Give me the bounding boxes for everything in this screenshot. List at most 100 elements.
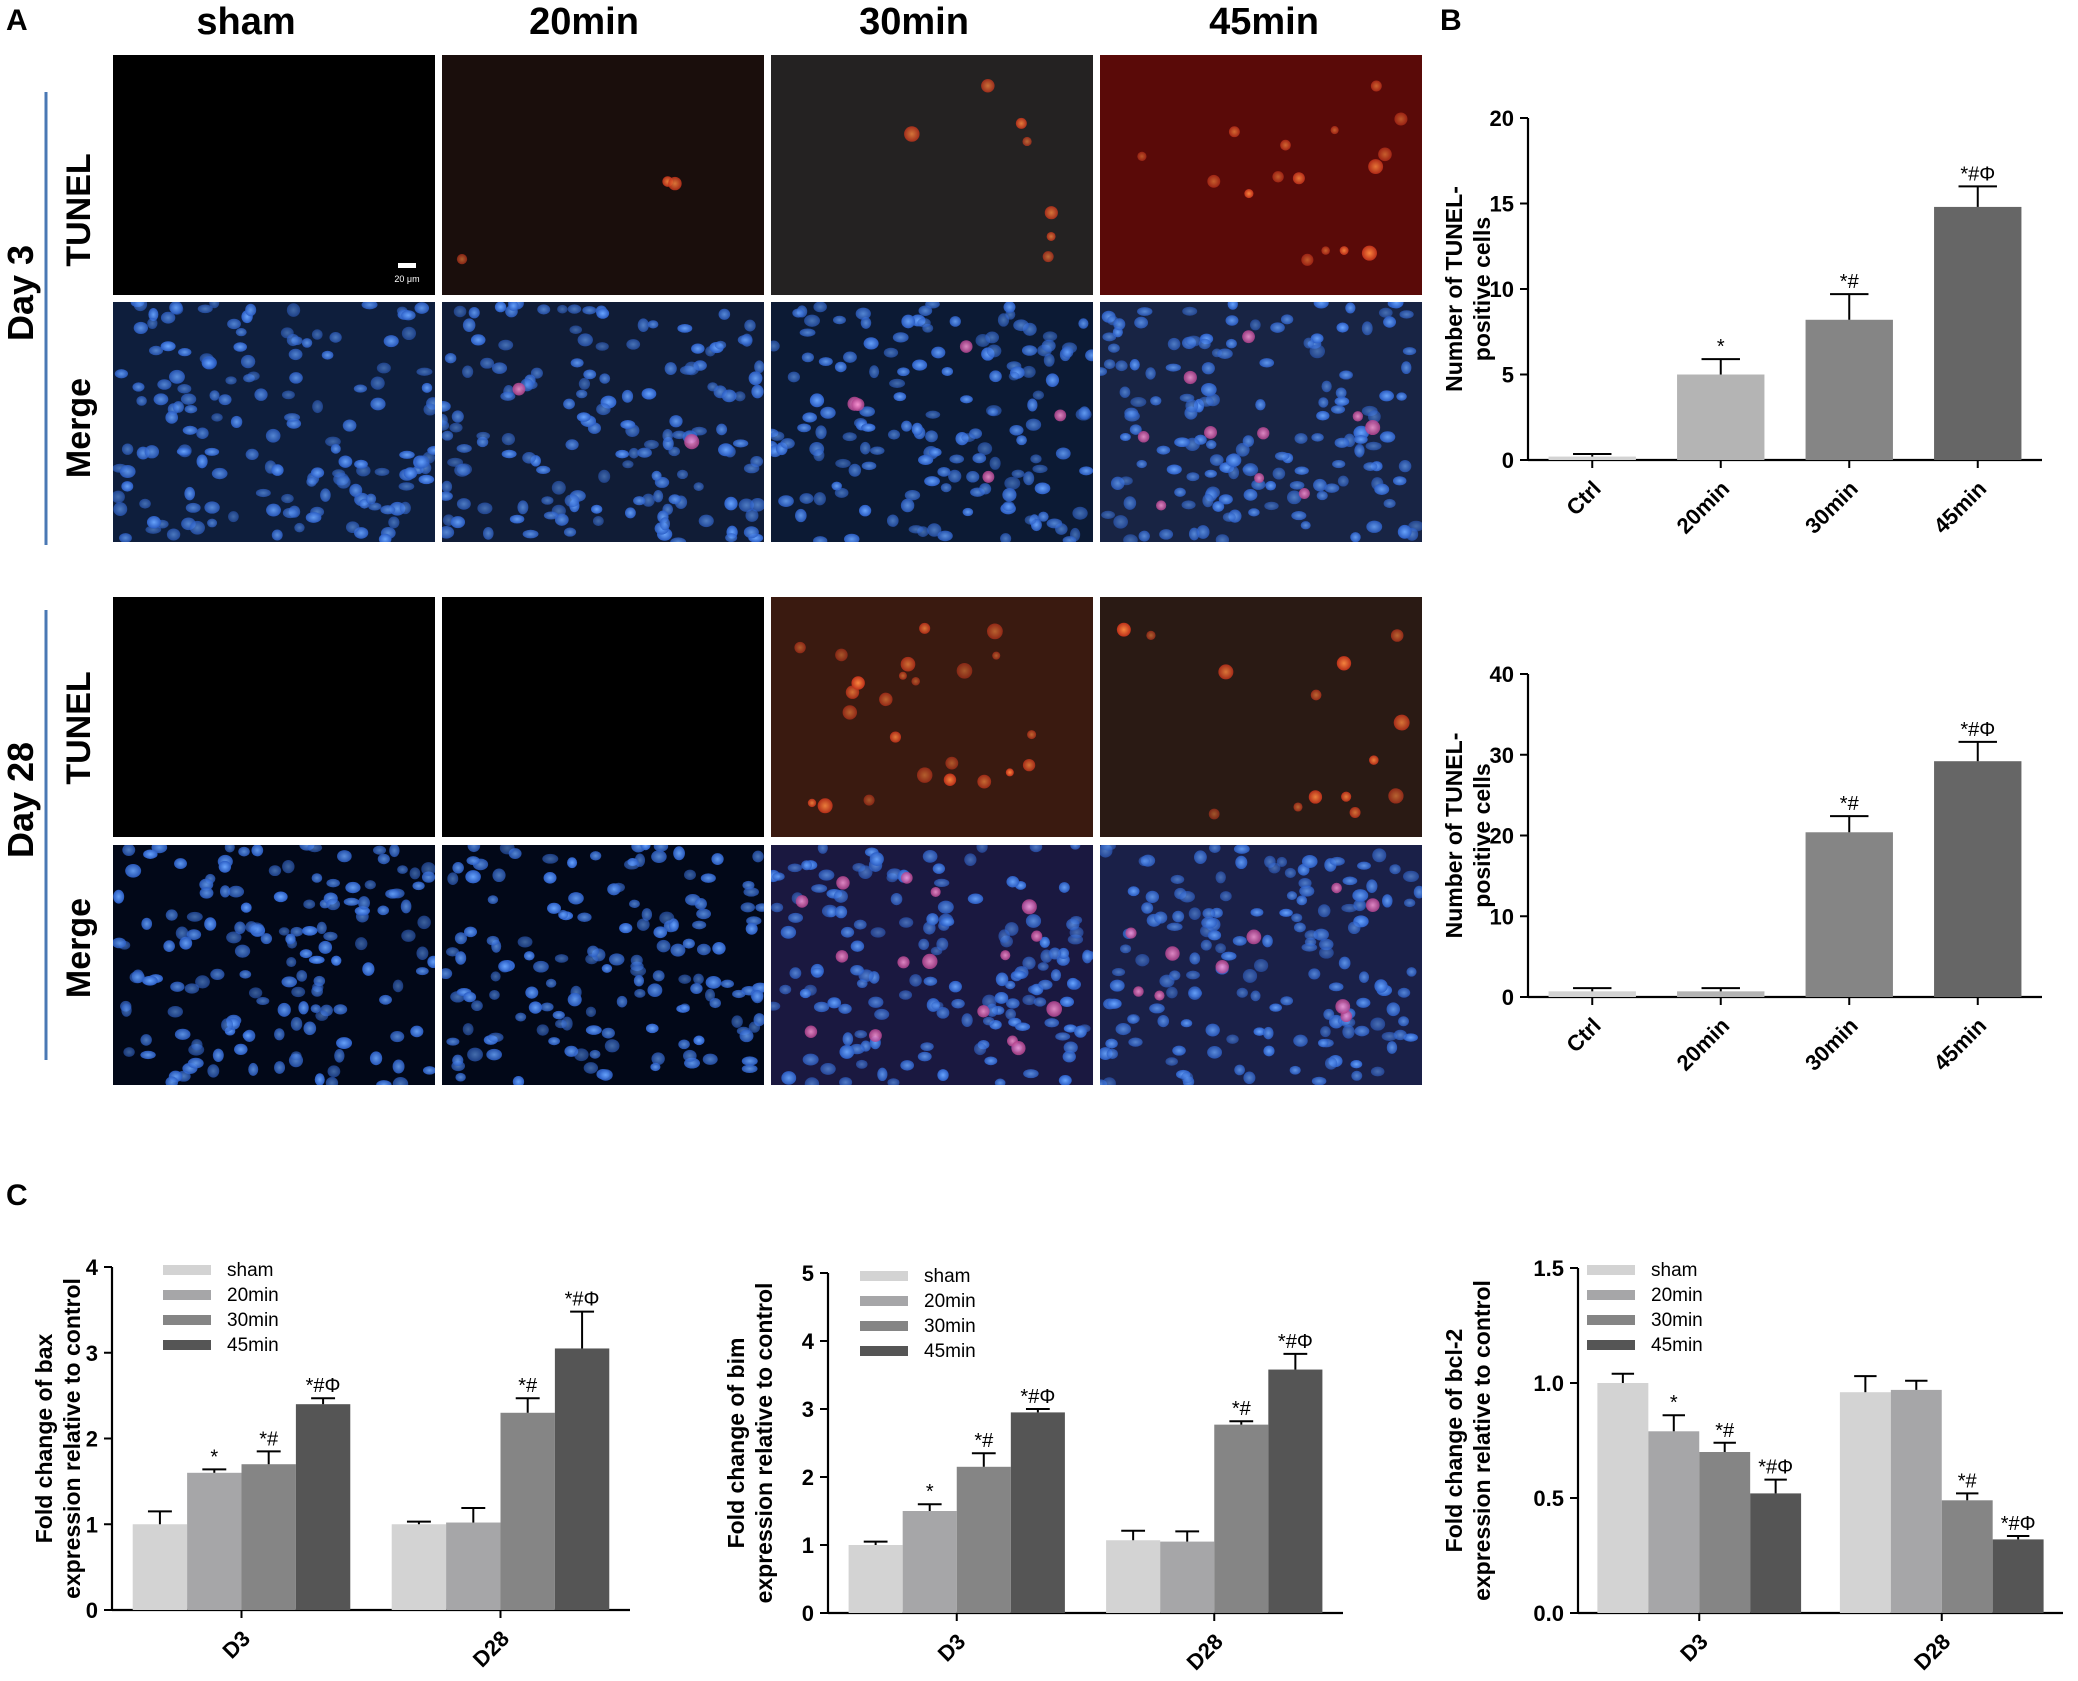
- bar: [1548, 991, 1636, 997]
- significance-label: *#Φ: [2001, 1513, 2036, 1535]
- legend-swatch: [860, 1296, 908, 1306]
- significance-label: *#: [259, 1428, 279, 1450]
- x-tick-label: D28: [1182, 1629, 1228, 1675]
- legend-swatch: [163, 1315, 211, 1325]
- significance-label: *#Φ: [565, 1289, 600, 1311]
- micrograph-merge-day28-45min: [1100, 845, 1422, 1085]
- legend-swatch: [1587, 1265, 1635, 1275]
- legend-swatch: [1587, 1290, 1635, 1300]
- bar: [391, 1524, 447, 1610]
- y-axis-label: Number of TUNEL-: [1441, 186, 1467, 392]
- y-tick-label: 4: [802, 1329, 815, 1354]
- y-tick-label: 10: [1490, 277, 1514, 302]
- bar: [1941, 1500, 1993, 1613]
- y-tick-label: 1.0: [1533, 1371, 1564, 1396]
- y-axis-label: positive cells: [1469, 217, 1495, 361]
- row-label-tunel-day28: TUNEL: [60, 671, 98, 784]
- chart-bax: 0 1 2 3 4 Fold change of bax expression relati…: [31, 1255, 630, 1672]
- y-axis-label: expression relative to control: [1469, 1280, 1495, 1601]
- x-tick-label: D28: [468, 1626, 514, 1672]
- panel-letter-a: A: [6, 4, 28, 37]
- legend-swatch: [860, 1271, 908, 1281]
- significance-label: *#: [1958, 1470, 1978, 1492]
- chart-tunel-day3: 0 5 10 15 20 Number of TUNEL-positive cells Ct…: [1441, 106, 2042, 539]
- bar: [1805, 832, 1893, 997]
- micrograph-tunel-day28-30min: [771, 597, 1093, 837]
- scale-bar: 20 μm: [394, 263, 420, 284]
- y-tick-label: 1.5: [1533, 1256, 1564, 1281]
- bar: [1805, 319, 1893, 460]
- panel-letter-c: C: [6, 1179, 28, 1212]
- day3-label: Day 3: [0, 245, 41, 341]
- bar: [1992, 1539, 2044, 1613]
- y-tick-label: 4: [86, 1255, 99, 1280]
- legend-label: sham: [227, 1260, 273, 1281]
- legend: sham 20min 30min 45min: [860, 1266, 976, 1362]
- bar: [132, 1524, 188, 1610]
- significance-label: *#Φ: [306, 1375, 341, 1397]
- significance-label: *: [1670, 1392, 1678, 1414]
- bar: [1750, 1493, 1802, 1613]
- micrograph-tunel-day28-45min: [1100, 597, 1422, 837]
- x-tick-label: Ctrl: [1561, 476, 1605, 520]
- legend-label: 30min: [1651, 1310, 1703, 1331]
- bar: [1648, 1431, 1700, 1613]
- panel-letter-b: B: [1440, 4, 1462, 37]
- bar: [1548, 456, 1636, 460]
- y-axis-label: Number of TUNEL-: [1441, 733, 1467, 939]
- y-axis-label: Fold change of bim: [723, 1338, 749, 1549]
- bar: [1699, 1452, 1751, 1613]
- bar: [1934, 206, 2022, 460]
- bar: [1677, 374, 1765, 460]
- legend-label: sham: [1651, 1260, 1697, 1281]
- bar: [295, 1404, 351, 1610]
- y-tick-label: 10: [1490, 904, 1514, 929]
- significance-label: *#Φ: [1960, 163, 1995, 185]
- micrograph-tunel-day3-sham: [113, 55, 435, 295]
- legend-swatch: [860, 1346, 908, 1356]
- chart-tunel-day28: 0 10 20 30 40 Number of TUNEL-positive cells C…: [1441, 662, 2042, 1076]
- significance-label: *: [1717, 336, 1725, 358]
- y-axis-label: expression relative to control: [751, 1283, 777, 1604]
- column-header-20min: 20min: [529, 1, 639, 43]
- micrograph-merge-day28-sham: [113, 845, 435, 1085]
- micrograph-tunel-day28-sham: [113, 597, 435, 837]
- significance-label: *#Φ: [1278, 1331, 1313, 1353]
- y-axis-label: positive cells: [1469, 763, 1495, 907]
- legend-label: 30min: [924, 1316, 976, 1337]
- bar: [1934, 761, 2022, 997]
- significance-label: *: [926, 1481, 934, 1503]
- y-tick-label: 2: [86, 1427, 98, 1452]
- column-header-30min: 30min: [859, 1, 969, 43]
- legend-label: 20min: [227, 1285, 279, 1306]
- legend-label: 45min: [924, 1341, 976, 1362]
- x-tick-label: 20min: [1672, 476, 1735, 539]
- legend: sham 20min 30min 45min: [1587, 1260, 1703, 1356]
- y-tick-label: 20: [1490, 824, 1514, 849]
- significance-label: *#: [1840, 271, 1860, 293]
- significance-label: *#Φ: [1020, 1386, 1055, 1408]
- y-tick-label: 20: [1490, 106, 1514, 131]
- legend-label: sham: [924, 1266, 970, 1287]
- significance-label: *#: [1840, 793, 1860, 815]
- bar: [187, 1472, 242, 1610]
- y-tick-label: 0: [1502, 985, 1514, 1010]
- micrograph-grid: [113, 55, 1422, 1085]
- x-tick-label: 30min: [1800, 476, 1863, 539]
- bar: [1160, 1541, 1215, 1613]
- x-tick-label: 45min: [1929, 1013, 1992, 1076]
- y-tick-label: 3: [802, 1397, 814, 1422]
- scale-bar-label: 20 μm: [394, 274, 419, 284]
- bar: [1677, 991, 1765, 997]
- significance-label: *#: [1232, 1398, 1252, 1420]
- chart-bim: 0 1 2 3 4 5 Fold change of bim expression relat…: [723, 1261, 1343, 1675]
- micrograph-merge-day3-45min: [1100, 302, 1422, 542]
- x-tick-label: D3: [217, 1626, 255, 1664]
- legend-swatch: [1587, 1315, 1635, 1325]
- y-tick-label: 0.5: [1533, 1486, 1564, 1511]
- legend: sham 20min 30min 45min: [163, 1260, 279, 1356]
- micrograph-merge-day28-20min: [442, 845, 764, 1085]
- bar: [500, 1412, 555, 1610]
- column-header-45min: 45min: [1209, 1, 1319, 43]
